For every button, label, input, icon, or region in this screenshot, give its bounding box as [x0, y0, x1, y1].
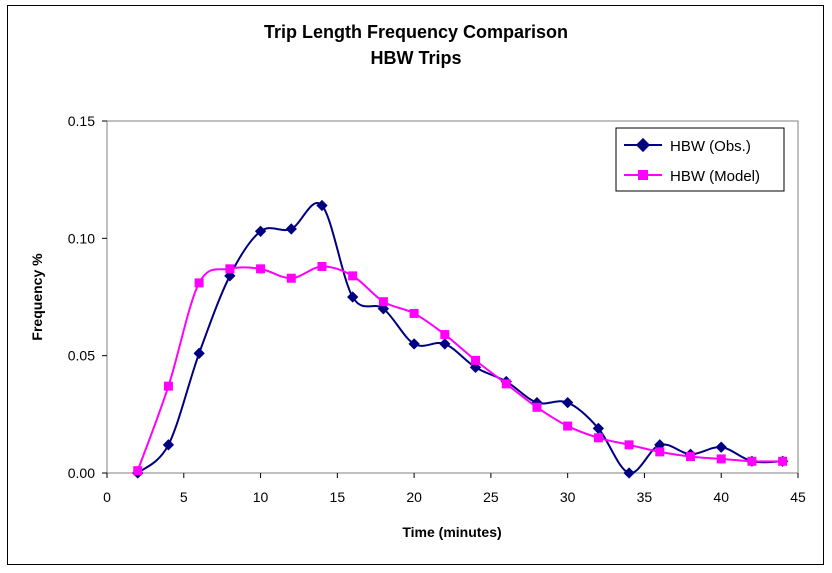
x-tick-label: 5	[180, 489, 188, 505]
data-point-square	[655, 447, 665, 457]
data-point-square	[747, 456, 757, 466]
x-axis-title: Time (minutes)	[402, 524, 501, 540]
data-point-diamond	[316, 199, 328, 212]
data-point-square	[716, 454, 726, 464]
y-tick-label: 0.15	[68, 113, 95, 129]
x-tick-label: 15	[330, 489, 346, 505]
data-point-diamond	[254, 225, 267, 237]
chart-title: Trip Length Frequency Comparison	[264, 22, 568, 42]
data-point-square	[256, 264, 266, 274]
legend-box	[615, 127, 785, 192]
data-point-diamond	[408, 338, 420, 350]
y-tick-label: 0.00	[68, 465, 95, 481]
x-tick-label: 0	[103, 489, 111, 505]
data-point-diamond	[162, 439, 175, 451]
legend-label-obs: HBW (Obs.)	[670, 138, 751, 155]
data-point-diamond	[592, 422, 605, 435]
data-point-diamond	[285, 223, 297, 235]
data-point-square	[409, 308, 419, 318]
data-point-square	[624, 440, 634, 450]
x-tick-label: 10	[253, 489, 269, 505]
legend-marker-model-icon	[638, 170, 648, 180]
data-point-square	[225, 264, 235, 274]
data-point-square	[163, 381, 173, 391]
data-point-square	[194, 278, 204, 288]
data-point-diamond	[623, 467, 635, 479]
data-point-square	[378, 297, 388, 307]
y-axis-title: Frequency %	[29, 253, 45, 341]
data-point-diamond	[562, 396, 574, 409]
x-tick-label: 25	[483, 489, 499, 505]
y-tick-label: 0.05	[68, 348, 95, 364]
data-point-square	[348, 271, 358, 281]
data-point-square	[532, 402, 542, 412]
data-point-square	[563, 421, 573, 431]
data-point-square	[778, 456, 788, 466]
x-tick-label: 35	[637, 489, 653, 505]
legend: HBW (Obs.) HBW (Model)	[615, 127, 785, 192]
data-point-square	[686, 452, 696, 462]
data-point-diamond	[715, 441, 727, 453]
x-tick-label: 40	[713, 489, 729, 505]
x-axis: 0 5 10 15 20 25 30 35 40 45	[103, 473, 806, 505]
data-point-square	[440, 330, 450, 340]
data-point-diamond	[347, 291, 359, 303]
y-tick-label: 0.10	[68, 230, 95, 246]
data-point-square	[471, 355, 481, 365]
x-tick-label: 45	[790, 489, 806, 505]
series-layer	[132, 199, 789, 479]
x-tick-label: 20	[406, 489, 422, 505]
y-axis: 0.00 0.05 0.10 0.15	[68, 113, 107, 481]
legend-label-model: HBW (Model)	[670, 168, 760, 185]
legend-marker-obs-icon	[635, 137, 651, 153]
data-point-square	[133, 466, 143, 476]
data-point-diamond	[439, 338, 451, 350]
data-point-square	[501, 379, 511, 389]
data-point-square	[317, 261, 327, 271]
chart-subtitle: HBW Trips	[370, 48, 461, 68]
data-point-square	[286, 273, 296, 283]
data-point-diamond	[193, 347, 205, 359]
x-tick-label: 30	[560, 489, 576, 505]
data-point-square	[593, 433, 603, 443]
